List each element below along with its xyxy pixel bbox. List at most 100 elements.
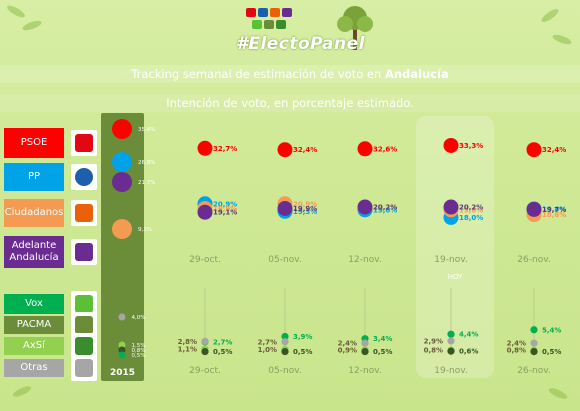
party-logo-mark <box>75 295 93 313</box>
data-label: 2,8% <box>178 338 197 346</box>
data-label: 0,6% <box>459 348 478 356</box>
data-label: 20,9% <box>293 200 317 208</box>
data-label: 32,6% <box>373 145 397 153</box>
party-logo-icon <box>71 355 97 381</box>
data-label: 20,2% <box>373 204 397 212</box>
data-point <box>361 339 369 347</box>
data-label: 32,4% <box>542 146 566 154</box>
data-label: 33,3% <box>459 142 483 150</box>
date-tick-label: 29-oct. <box>189 255 221 265</box>
data-label: 0,9% <box>338 346 357 354</box>
baseline-data-label: 4,0% <box>132 315 146 321</box>
cs-logo-icon <box>270 8 280 17</box>
date-tick-label: 26-nov. <box>517 255 550 265</box>
data-point <box>526 201 542 217</box>
party-label: PP <box>4 163 64 191</box>
data-point <box>277 200 293 216</box>
data-point <box>447 330 455 338</box>
data-point <box>277 142 293 158</box>
data-label: 18,6% <box>542 211 566 219</box>
chart-subtitle: Intención de voto, en porcentaje estimad… <box>0 94 580 112</box>
data-label: 0,5% <box>213 348 232 356</box>
party-logo-mark <box>75 316 93 334</box>
data-point <box>357 199 373 215</box>
chart-title: Tracking semanal de estimación de voto e… <box>0 65 580 83</box>
data-label: 2,9% <box>424 337 443 345</box>
current-week-highlight <box>416 116 494 378</box>
baseline-data-label: 26,8% <box>138 160 155 166</box>
baseline-point <box>118 346 126 354</box>
data-label: 0,8% <box>507 347 526 355</box>
data-point <box>443 199 459 215</box>
party-label: Vox <box>4 294 64 314</box>
party-logo-mark <box>75 204 93 222</box>
data-point <box>281 347 289 356</box>
party-label: Ciudadanos <box>4 199 64 227</box>
party-label: Adelante Andalucía <box>4 236 64 268</box>
date-tick-label: 26-nov. <box>517 366 550 376</box>
data-label: 19,1% <box>213 209 237 217</box>
date-tick-label: 05-nov. <box>268 366 301 376</box>
data-point <box>201 347 209 356</box>
data-label: 2,4% <box>507 340 526 348</box>
data-label: 5,4% <box>542 326 561 334</box>
baseline-data-label: 1,5% <box>132 343 146 349</box>
chart-title-region: Andalucía <box>384 67 449 81</box>
adelante-logo-icon <box>282 8 292 17</box>
data-label: 2,7% <box>258 338 277 346</box>
data-label: 19,9% <box>213 205 237 213</box>
data-label: 18,0% <box>459 214 483 222</box>
date-tick-label: 12-nov. <box>348 255 381 265</box>
party-logo-icon <box>71 164 97 190</box>
baseline-data-label: 35,4% <box>138 127 155 133</box>
axsi-logo-icon <box>276 20 286 29</box>
baseline-point <box>112 119 132 139</box>
data-label: 32,7% <box>213 145 237 153</box>
date-tick-label: 19-nov. <box>434 255 467 265</box>
data-point <box>281 338 289 346</box>
date-tick-label: 29-oct. <box>189 366 221 376</box>
data-label: 19,9% <box>293 205 317 213</box>
party-logo-mark <box>75 337 93 355</box>
baseline-data-label: 21,7% <box>138 180 155 186</box>
data-point <box>443 137 459 153</box>
data-point <box>197 204 213 220</box>
data-label: 0,5% <box>542 348 561 356</box>
data-label: 19,7% <box>542 206 566 214</box>
baseline-point <box>112 219 132 239</box>
hoy-label: HOY <box>447 273 463 281</box>
party-logo-icon <box>71 239 97 265</box>
data-label: 1,1% <box>178 345 197 353</box>
data-point <box>201 337 209 345</box>
data-label: 0,5% <box>293 348 312 356</box>
data-point <box>281 332 289 341</box>
party-label: AxSí <box>4 337 64 355</box>
party-logo-icon <box>71 200 97 226</box>
data-point <box>197 140 213 156</box>
data-point <box>526 142 542 158</box>
data-label: 1,0% <box>258 346 277 354</box>
party-logo-mark <box>75 134 93 152</box>
baseline-point <box>118 341 126 349</box>
data-label: 20,2% <box>459 204 483 212</box>
data-label: 19,6% <box>373 206 397 214</box>
data-label: 4,4% <box>459 331 478 339</box>
data-label: 3,9% <box>293 333 312 341</box>
baseline-point <box>112 172 132 192</box>
vox-logo-icon <box>252 20 262 29</box>
party-logo-icon <box>71 333 97 359</box>
data-label: 20,2% <box>373 204 397 212</box>
date-tick-label: 19-nov. <box>434 366 467 376</box>
baseline-data-label: 0,5% <box>132 353 146 359</box>
data-label: 20,9% <box>213 200 237 208</box>
data-point <box>447 347 455 355</box>
data-point <box>530 326 538 334</box>
baseline-point <box>118 351 126 359</box>
party-logo-icon <box>71 130 97 156</box>
data-label: 0,5% <box>373 348 392 356</box>
date-tick-label: 12-nov. <box>348 366 381 376</box>
data-point <box>530 339 538 347</box>
data-point <box>530 347 538 356</box>
